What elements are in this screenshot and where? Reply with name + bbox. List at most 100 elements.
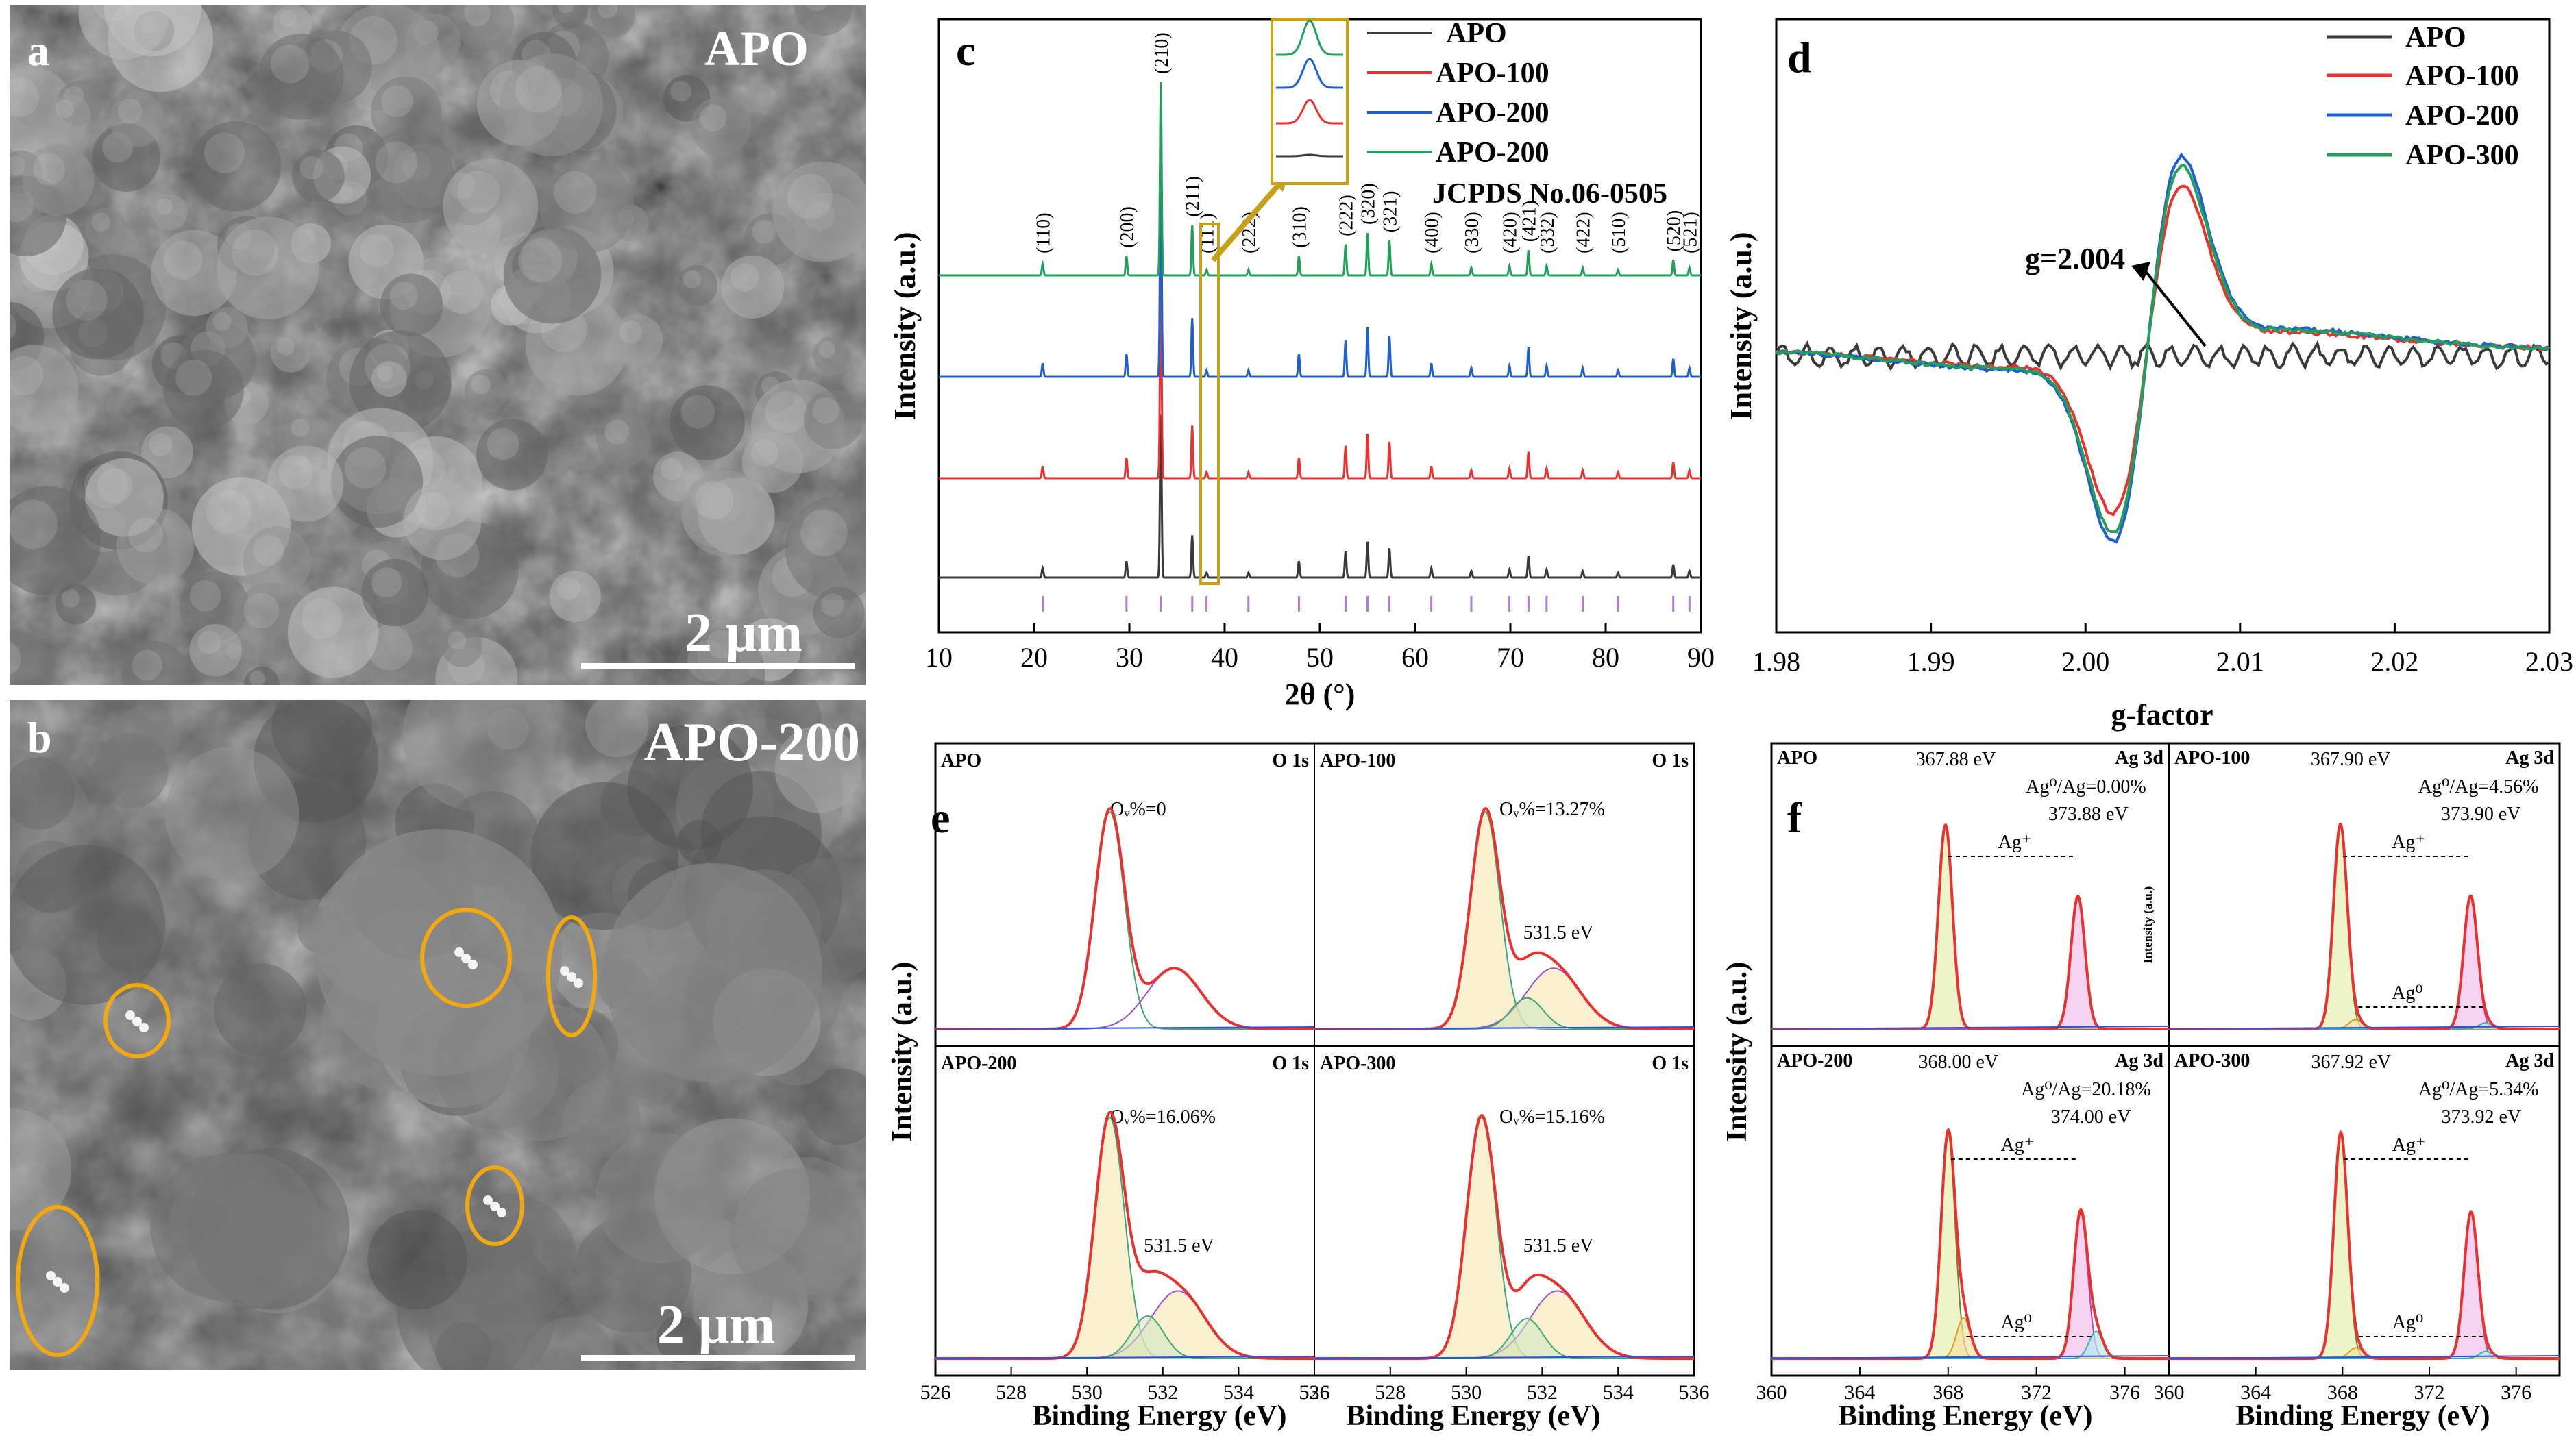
x-tick-label-d: 2.02 — [2370, 646, 2418, 677]
sem-grain-highlight — [604, 419, 630, 445]
ag0-ratio-label: Ag⁰/Ag=4.56% — [2418, 776, 2539, 797]
sem-grain-highlight — [660, 458, 683, 480]
ag0-ratio-label: Ag⁰/Ag=20.18% — [2021, 1079, 2151, 1100]
ag-particle-circle-3 — [546, 915, 597, 1037]
sem-grain — [361, 558, 429, 627]
sem-grain-highlight — [680, 395, 715, 429]
ag0-ratio-label: Ag⁰/Ag=5.34% — [2418, 1079, 2539, 1100]
fit-fill-ag-zero-3d32 — [2169, 1023, 2560, 1029]
legend-label-apo: APO — [1446, 18, 1507, 49]
x-tick-label-f: 360 — [1756, 1381, 1787, 1404]
hkl-label: (211) — [1183, 176, 1204, 217]
sem-grain — [802, 1068, 866, 1145]
sem-grain-highlight — [518, 238, 563, 282]
sem-grain — [151, 193, 188, 231]
g-value-arrow — [2144, 269, 2207, 347]
x-tick-label-e: 532 — [1527, 1381, 1558, 1404]
hkl-label: (521) — [1680, 212, 1701, 253]
ov-peak-label: 531.5 eV — [1144, 1235, 1214, 1256]
sem-grain-highlight — [10, 156, 26, 176]
sem-grain — [116, 508, 195, 586]
x-tick-label-f: 368 — [1933, 1381, 1963, 1404]
fit-fill-ag-zero-3d32 — [1771, 1331, 2169, 1359]
sem-grain-highlight — [276, 337, 295, 356]
sem-grain-highlight — [670, 81, 692, 102]
ag-nanoparticle — [454, 947, 464, 957]
sem-grain — [287, 586, 379, 678]
ov-percent-label: Oᵥ%=16.06% — [1110, 1106, 1216, 1128]
xrd-series-apo-200 — [939, 82, 1701, 277]
sem-grain — [10, 66, 75, 155]
jcpds-label: JCPDS No.06-0505 — [1432, 178, 1667, 210]
sem-grain-highlight — [164, 240, 203, 280]
sem-grain-highlight — [598, 5, 618, 19]
x-axis-title-f-left: Binding Energy (eV) — [1838, 1400, 2092, 1432]
sem-grain — [10, 1108, 72, 1231]
sem-grain — [476, 419, 548, 491]
sem-grain — [464, 369, 508, 413]
x-tick-label-e: 526 — [920, 1381, 951, 1404]
sem-grain — [244, 666, 280, 685]
sem-grain — [371, 361, 407, 397]
sem-grain-highlight — [695, 481, 734, 520]
ag3d-background — [1771, 1026, 2170, 1030]
sem-grain-highlight — [10, 356, 44, 395]
hkl-label: (400) — [1422, 212, 1443, 253]
ag3d-background — [2168, 1355, 2560, 1359]
sem-grain-highlight — [33, 153, 66, 186]
sem-grain-highlight — [156, 198, 173, 215]
inset-series-apo-200 — [1276, 58, 1343, 89]
x-tick-label-f: 376 — [2109, 1381, 2140, 1404]
sem-grain — [151, 230, 237, 317]
subplot-element-e: O 1s — [1272, 1053, 1309, 1074]
x-tick-label-d: 1.98 — [1752, 646, 1800, 677]
ov-percent-label: Oᵥ%=0 — [1110, 799, 1166, 820]
fit-fill-ag-plus-3d32 — [1771, 896, 2169, 1029]
sem-grain — [121, 641, 190, 685]
subplot-title-e: APO-300 — [1320, 1053, 1395, 1074]
sem-grain — [690, 97, 751, 157]
sem-grain — [595, 1132, 726, 1264]
ag-plus-label: Ag⁺ — [2000, 1134, 2034, 1156]
ag3d32-binding-label: 373.92 eV — [2441, 1106, 2521, 1128]
inner-y-axis-title-f: Intensity (a.u.) — [2141, 886, 2155, 964]
x-axis-title-d: g-factor — [2111, 698, 2213, 732]
sem-grain — [361, 129, 455, 223]
hkl-label: (420) — [1500, 212, 1521, 253]
sem-grain-highlight — [818, 341, 835, 358]
sample-label-a: APO — [704, 21, 809, 76]
sem-grain — [402, 700, 556, 813]
x-tick-label-f: 360 — [2154, 1381, 2185, 1404]
sem-grain-highlight — [197, 630, 221, 654]
x-tick-label-f: 368 — [2327, 1381, 2358, 1404]
sem-grain — [443, 158, 539, 254]
sem-grain-highlight — [752, 219, 776, 244]
sem-large-particle — [603, 863, 822, 1082]
sem-grain — [772, 161, 866, 262]
y-axis-title-e: Intensity (a.u.) — [887, 962, 918, 1142]
sem-grain — [79, 5, 170, 60]
sem-grain — [179, 571, 249, 641]
ag-nanoparticle — [483, 1195, 493, 1205]
sem-grain — [525, 1317, 617, 1370]
ov-percent-label: Oᵥ%=13.27% — [1499, 799, 1605, 820]
sem-grain-highlight — [700, 104, 727, 132]
fit-fill-vacancy-oxygen — [1314, 1318, 1694, 1359]
sem-grain-highlight — [464, 5, 491, 27]
ag-nanoparticle — [560, 966, 569, 976]
sem-grain-highlight — [415, 491, 450, 528]
fit-fill-ag-plus-3d52 — [2169, 1133, 2560, 1359]
ag3d-envelope — [2169, 822, 2560, 1030]
o1s-background — [935, 1026, 1315, 1030]
panel-letter-d: d — [1787, 33, 1812, 82]
scale-bar-b — [581, 1355, 855, 1361]
x-tick-label-c: 10 — [925, 642, 953, 673]
x-axis-title-f-right: Binding Energy (eV) — [2235, 1400, 2490, 1432]
x-tick-label-e: 528 — [996, 1381, 1027, 1404]
sem-grain — [292, 149, 345, 202]
sem-grain-highlight — [149, 432, 173, 456]
legend-label-apo-100: APO-100 — [1436, 58, 1549, 89]
sem-grain-highlight — [805, 5, 827, 12]
ag-particle-circle-2 — [420, 908, 512, 1008]
